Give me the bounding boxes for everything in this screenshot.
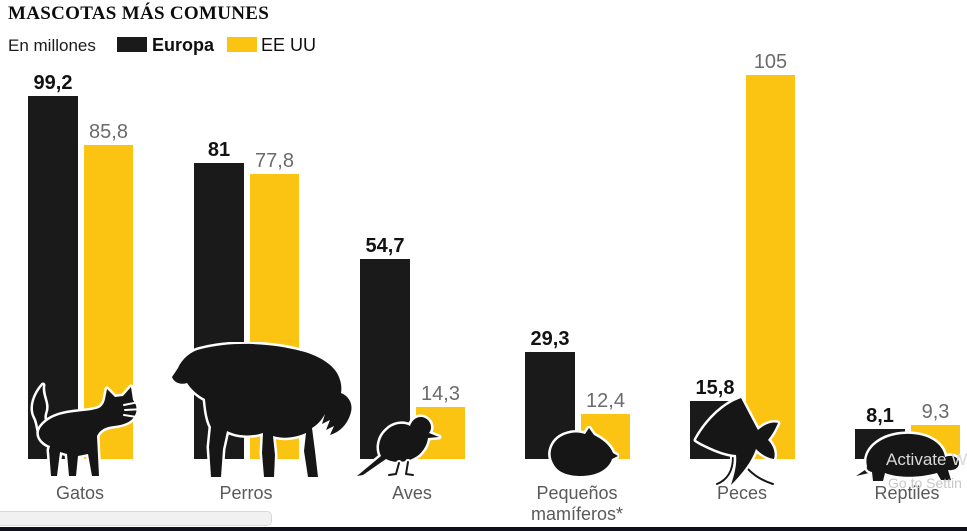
legend-swatch-europa — [117, 37, 147, 52]
category-label-reptiles: Reptiles — [874, 483, 940, 503]
bottom-border — [0, 527, 967, 531]
value-label-europa-aves: 54,7 — [365, 235, 405, 257]
value-label-europa-peces: 15,8 — [695, 377, 735, 399]
category-label-peces: Peces — [716, 483, 768, 503]
fish-icon — [693, 396, 781, 488]
bird-icon — [355, 414, 442, 478]
hamster-icon — [548, 426, 619, 479]
chart-title: MASCOTAS MÁS COMUNES — [8, 3, 270, 24]
legend-swatch-eeuu — [227, 37, 257, 52]
legend-label-eeuu: EE UU — [261, 35, 317, 55]
value-label-europa-gatos: 99,2 — [33, 72, 73, 94]
turtle-icon — [854, 431, 962, 484]
cat-icon — [30, 382, 146, 479]
category-label-gatos: Gatos — [55, 483, 105, 503]
horizontal-scrollbar[interactable] — [0, 511, 272, 526]
value-label-ee-uu-aves: 14,3 — [421, 383, 460, 405]
windows-activate-watermark-line1: Activate W — [886, 450, 967, 469]
dog-icon — [170, 342, 353, 479]
value-label-ee-uu-gatos: 85,8 — [89, 121, 128, 143]
category-label-pequenos-mamiferos: Pequeños mamíferos* — [530, 483, 624, 524]
bar-ee-uu-peces — [746, 75, 795, 459]
chart-units-label: En millones — [8, 36, 96, 55]
value-label-europa-reptiles: 8,1 — [866, 405, 894, 427]
category-label-aves: Aves — [392, 483, 432, 503]
value-label-ee-uu-reptiles: 9,3 — [921, 401, 950, 423]
legend-label-europa: Europa — [152, 35, 215, 55]
windows-activate-watermark-line2: Go to Settin — [888, 475, 962, 491]
value-label-europa-perros: 81 — [207, 139, 231, 161]
value-label-europa-pequenos-mamiferos: 29,3 — [530, 328, 570, 350]
category-label-perros: Perros — [219, 483, 273, 503]
value-label-ee-uu-pequenos-mamiferos: 12,4 — [586, 390, 625, 412]
value-label-ee-uu-perros: 77,8 — [255, 150, 294, 172]
value-label-ee-uu-peces: 105 — [753, 51, 788, 73]
